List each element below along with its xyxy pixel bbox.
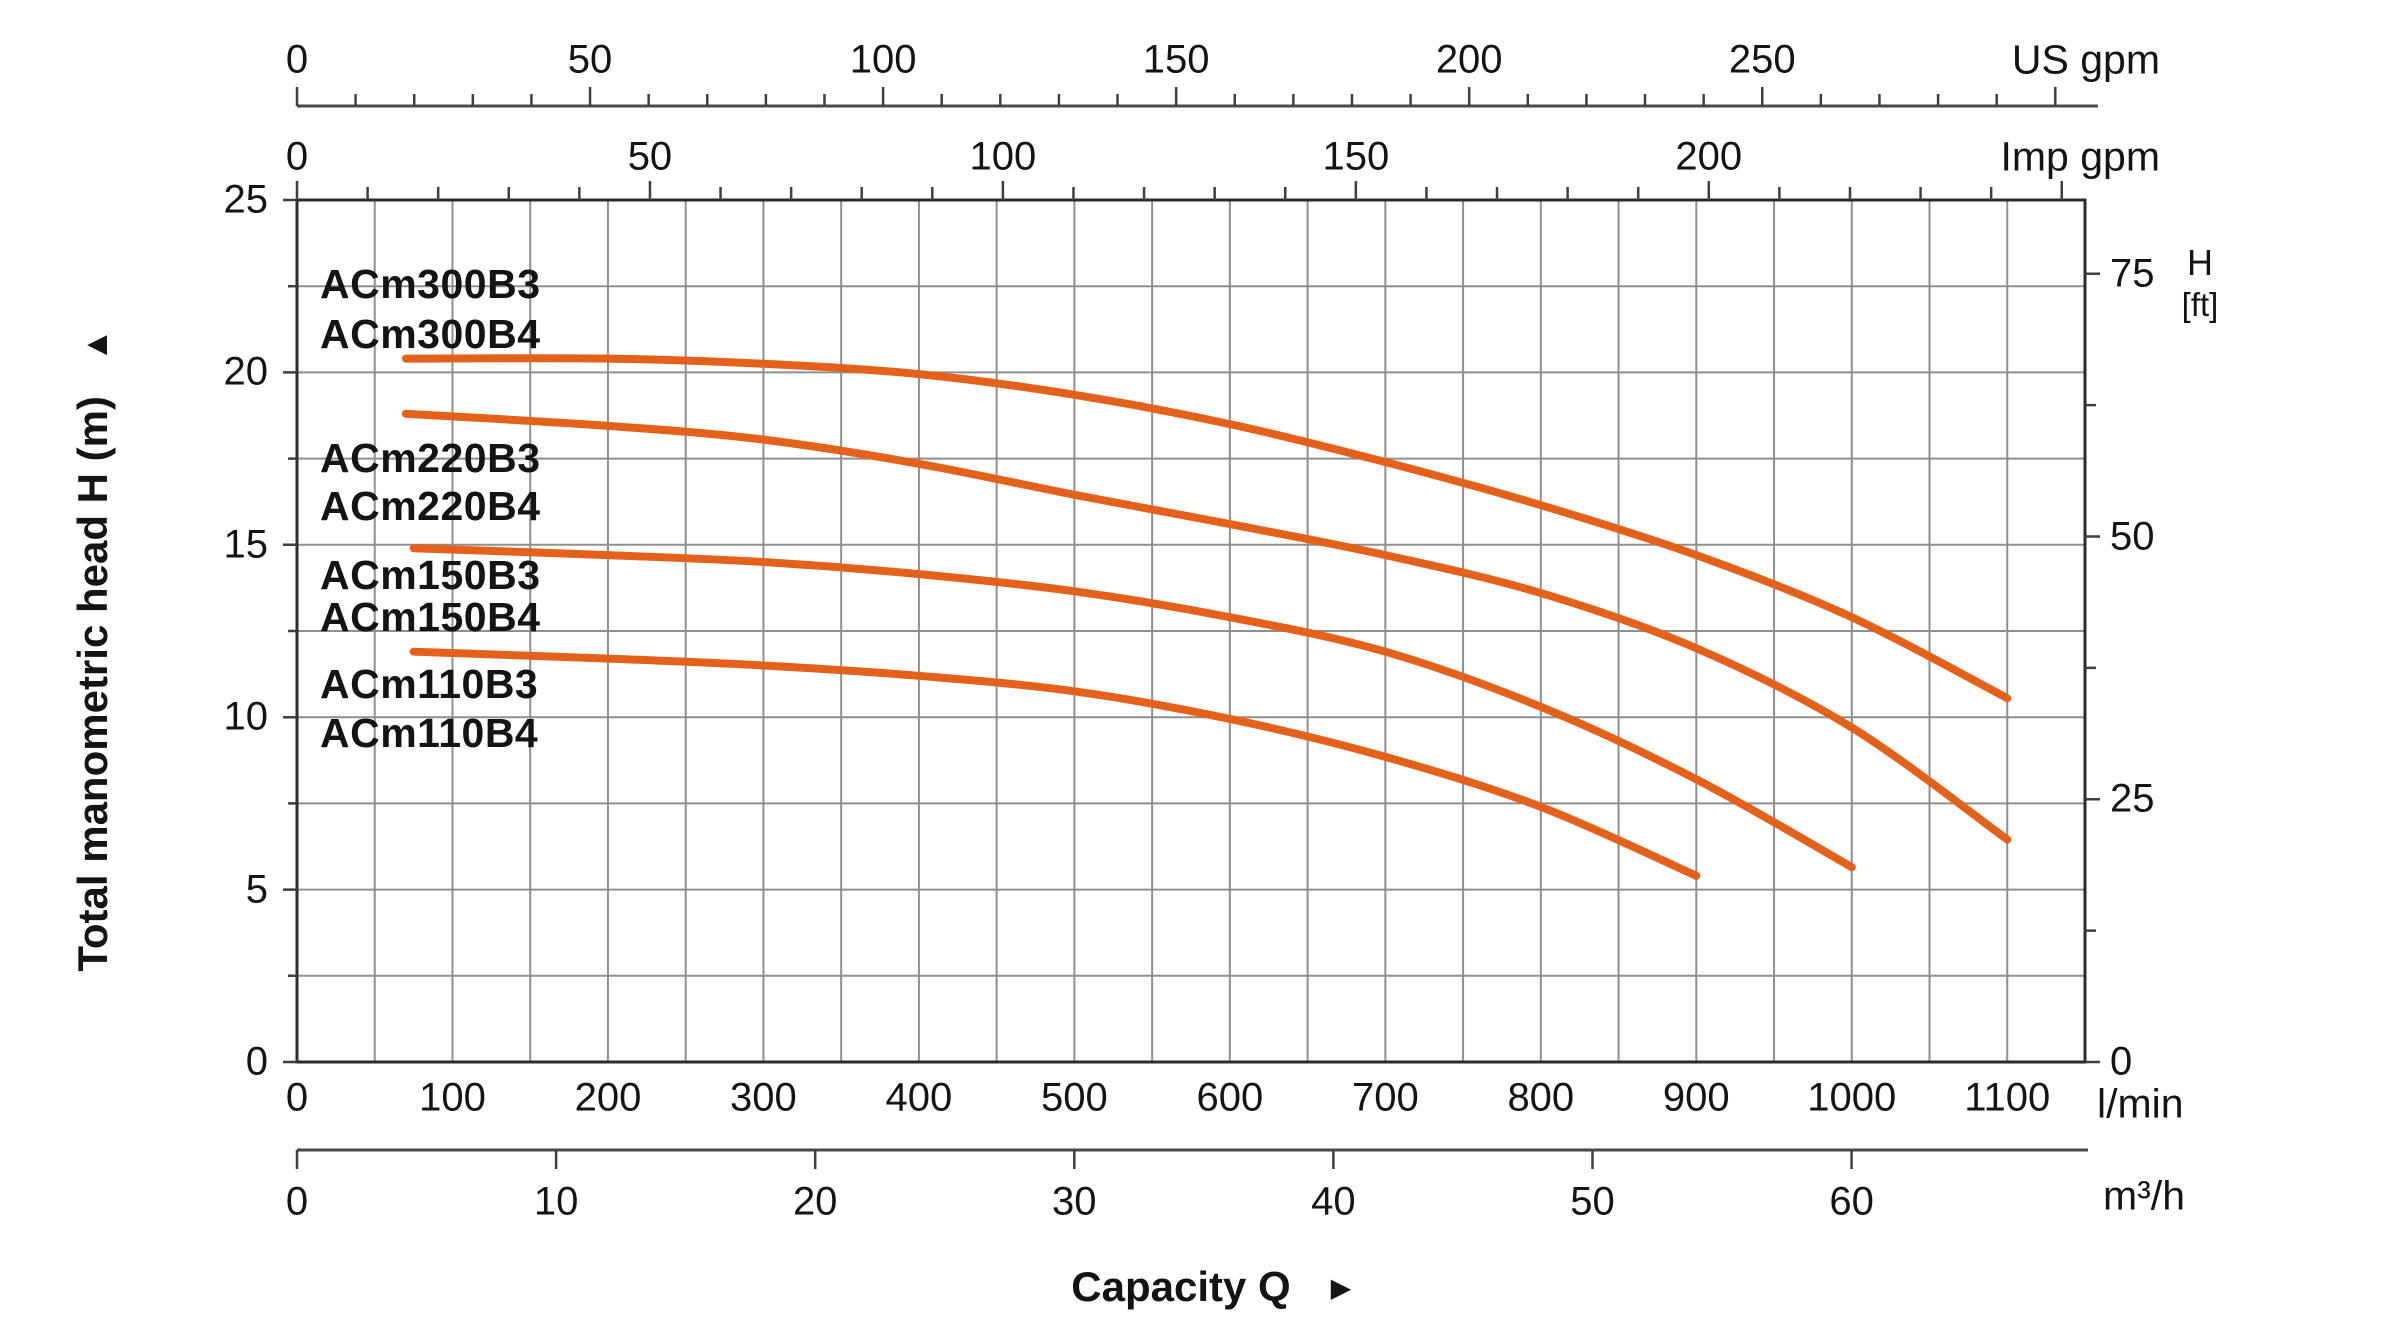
head-axis-title: Total manometric head H (m) ▲ bbox=[69, 328, 117, 971]
curve-label-ACm300B3: ACm300B3 bbox=[320, 261, 541, 307]
right-axis-ft-label: [ft] bbox=[2181, 286, 2219, 323]
tick-label-imp-gpm: 100 bbox=[969, 134, 1037, 179]
head-axis-title-text: Total manometric head H (m) bbox=[69, 396, 116, 972]
us-gpm-ticks bbox=[295, 87, 2057, 106]
curve-label-ACm300B4: ACm300B4 bbox=[320, 311, 541, 357]
tick-label-m3h: 0 bbox=[285, 1179, 309, 1224]
tick-label-head-m: 5 bbox=[245, 867, 268, 912]
tick-label-lmin: 400 bbox=[885, 1075, 953, 1120]
us-gpm-unit-label: US gpm bbox=[2011, 36, 2160, 83]
tick-label-imp-gpm: 200 bbox=[1675, 134, 1743, 179]
curve-label-ACm220B4: ACm220B4 bbox=[320, 483, 541, 529]
tick-label-lmin: 200 bbox=[574, 1075, 642, 1120]
tick-label-us-gpm: 50 bbox=[567, 37, 613, 82]
tick-label-lmin: 600 bbox=[1196, 1075, 1264, 1120]
m3h-unit-label: m³/h bbox=[2103, 1172, 2185, 1219]
capacity-axis-title: Capacity Q bbox=[1071, 1263, 1291, 1310]
right-arrow-icon: ► bbox=[1324, 1269, 1358, 1308]
tick-label-m3h: 20 bbox=[792, 1179, 838, 1224]
tick-label-head-m: 10 bbox=[223, 694, 269, 739]
tick-label-head-ft: 25 bbox=[2110, 776, 2155, 821]
curve-ACm300 bbox=[401, 354, 2012, 703]
tick-label-head-ft: 0 bbox=[2110, 1039, 2133, 1084]
tick-label-lmin: 1100 bbox=[1964, 1075, 2051, 1120]
tick-label-imp-gpm: 0 bbox=[285, 134, 309, 179]
tick-label-m3h: 40 bbox=[1311, 1179, 1356, 1224]
tick-label-m3h: 10 bbox=[533, 1179, 579, 1224]
tick-label-m3h: 60 bbox=[1829, 1179, 1874, 1224]
m3h-ticks bbox=[295, 1150, 1853, 1169]
imp-gpm-ticks bbox=[295, 181, 2063, 200]
curve-label-ACm150B4: ACm150B4 bbox=[320, 594, 541, 640]
tick-label-imp-gpm: 150 bbox=[1322, 134, 1390, 179]
curve-label-ACm220B3: ACm220B3 bbox=[320, 435, 541, 481]
tick-label-lmin: 900 bbox=[1662, 1075, 1730, 1120]
tick-label-m3h: 50 bbox=[1570, 1179, 1615, 1224]
tick-label-head-m: 0 bbox=[245, 1039, 268, 1084]
up-arrow-icon: ▲ bbox=[77, 328, 115, 363]
tick-label-us-gpm: 200 bbox=[1435, 37, 1503, 82]
tick-label-m3h: 30 bbox=[1052, 1179, 1097, 1224]
right-axis-h-label: H bbox=[2187, 242, 2213, 283]
tick-label-lmin: 700 bbox=[1351, 1075, 1419, 1120]
tick-label-head-m: 20 bbox=[223, 349, 269, 394]
tick-label-head-ft: 50 bbox=[2110, 514, 2155, 559]
curve-ACm150 bbox=[409, 544, 1856, 872]
curve-ACm220 bbox=[401, 409, 2012, 844]
gridlines bbox=[297, 200, 2085, 1062]
tick-label-lmin: 100 bbox=[419, 1075, 486, 1120]
tick-label-head-m: 25 bbox=[223, 177, 269, 222]
tick-label-lmin: 0 bbox=[285, 1075, 309, 1120]
curve-label-ACm110B4: ACm110B4 bbox=[320, 710, 539, 756]
tick-label-lmin: 500 bbox=[1041, 1075, 1108, 1120]
tick-label-lmin: 300 bbox=[730, 1075, 797, 1120]
curve-ACm110 bbox=[409, 647, 1701, 880]
curve-label-ACm110B3: ACm110B3 bbox=[320, 661, 539, 707]
head-m-ticks bbox=[283, 198, 297, 1064]
head-ft-ticks bbox=[2085, 272, 2100, 1064]
tick-label-head-ft: 75 bbox=[2110, 251, 2155, 296]
imp-gpm-unit-label: Imp gpm bbox=[2000, 133, 2161, 180]
tick-label-imp-gpm: 50 bbox=[627, 134, 673, 179]
tick-label-us-gpm: 150 bbox=[1142, 37, 1210, 82]
tick-label-head-m: 15 bbox=[223, 522, 269, 567]
tick-label-us-gpm: 100 bbox=[849, 37, 917, 82]
tick-label-lmin: 1000 bbox=[1807, 1075, 1897, 1120]
tick-label-us-gpm: 0 bbox=[285, 37, 309, 82]
tick-label-lmin: 800 bbox=[1507, 1075, 1575, 1120]
tick-label-us-gpm: 250 bbox=[1728, 37, 1796, 82]
curve-label-ACm150B3: ACm150B3 bbox=[320, 552, 541, 598]
lmin-unit-label: l/min bbox=[2097, 1080, 2184, 1127]
